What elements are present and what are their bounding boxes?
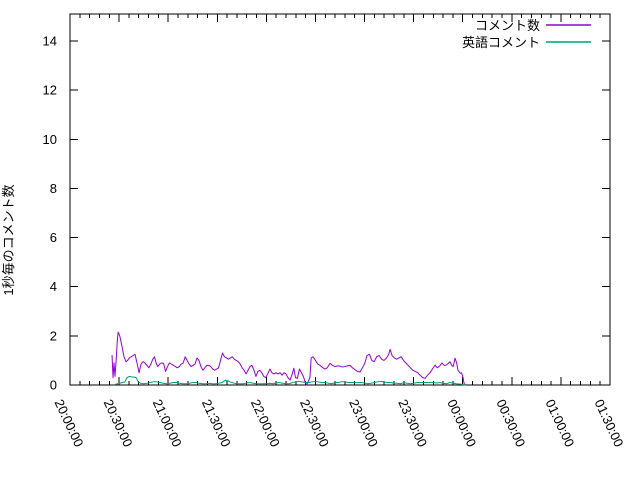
- y-tick-label: 4: [50, 279, 57, 294]
- y-tick-label: 6: [50, 230, 57, 245]
- y-tick-label: 14: [43, 34, 57, 49]
- legend-label-english-comments: 英語コメント: [462, 35, 540, 50]
- y-axis-label: 1秒毎のコメント数: [1, 184, 16, 295]
- legend: コメント数 英語コメント: [462, 18, 591, 50]
- y-tick-labels: 0 2 4 6 8 10 12 14: [43, 34, 57, 393]
- y-tick-label: 0: [50, 378, 57, 393]
- y-tick-label: 2: [50, 328, 57, 343]
- series-line-comments: [111, 331, 466, 386]
- y-tick-label: 10: [43, 132, 57, 147]
- x-minor-ticks: [79, 14, 601, 385]
- y-tick-label: 12: [43, 83, 57, 98]
- plot-border: [69, 13, 611, 386]
- series-lines: [111, 331, 466, 386]
- legend-label-comments: コメント数: [475, 18, 540, 33]
- y-tick-label: 8: [50, 181, 57, 196]
- series-line-english-comments: [115, 375, 466, 386]
